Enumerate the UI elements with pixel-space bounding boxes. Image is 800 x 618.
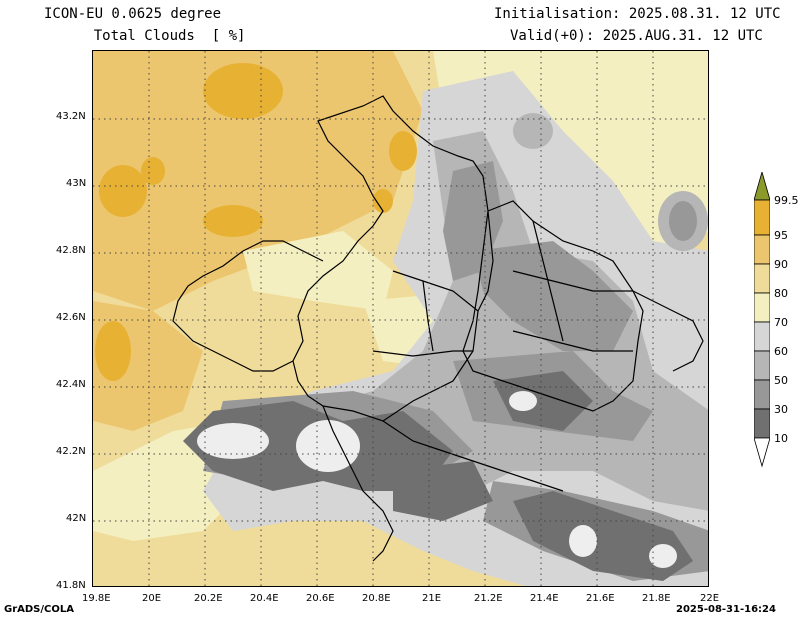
district-line-e <box>532 220 564 342</box>
colorbar-box-90 <box>754 234 770 265</box>
field-patch-90-nw <box>93 51 423 311</box>
x-tick-label: 22E <box>700 593 720 604</box>
colorbar-label: 30 <box>774 403 788 416</box>
region-border-west <box>292 95 494 422</box>
colorbar-label: 50 <box>774 374 788 387</box>
y-tick-label: 42N <box>66 513 87 524</box>
field-patch-95-e <box>141 157 165 185</box>
colorbar-label: 60 <box>774 345 788 358</box>
y-tick-label: 41.8N <box>56 580 86 591</box>
colorbar-box-80 <box>754 263 770 294</box>
y-tick-label: 42.4N <box>56 379 86 390</box>
x-tick-label: 20E <box>142 593 162 604</box>
graticule <box>93 51 708 586</box>
x-tick-label: 21.4E <box>530 593 559 604</box>
field-patch-95-b <box>99 165 147 217</box>
district-line-a <box>392 270 479 312</box>
x-tick-label: 20.4E <box>250 593 279 604</box>
district-line-d <box>512 330 633 352</box>
field-dark-c <box>393 461 493 521</box>
field-patch-95-g <box>373 189 393 213</box>
field-patch-95-a <box>203 63 283 119</box>
field-clear-c <box>509 391 537 411</box>
field-patch-95-d <box>95 321 131 381</box>
field-patch-70-mid <box>243 231 393 311</box>
footer-timestamp: 2025-08-31-16:24 <box>676 604 776 615</box>
colorbar-top-arrow <box>754 172 770 201</box>
x-tick-label: 19.8E <box>82 593 111 604</box>
cloud-cover-map <box>92 50 709 587</box>
region-border-south-a <box>322 405 394 562</box>
footer-credit: GrADS/COLA <box>4 604 74 615</box>
y-tick-label: 42.2N <box>56 446 86 457</box>
region-border-montenegro <box>172 240 324 372</box>
valid-time: Valid(+0): 2025.AUG.31. 12 UTC <box>510 28 763 44</box>
colorbar-box-70 <box>754 292 770 323</box>
x-tick-label: 21E <box>422 593 442 604</box>
field-grey-50-n <box>513 113 553 149</box>
colorbar-label: 95 <box>774 229 788 242</box>
x-tick-label: 21.8E <box>642 593 671 604</box>
y-tick-label: 42.8N <box>56 245 86 256</box>
field-grey-30-f <box>669 201 697 241</box>
y-tick-label: 43.2N <box>56 111 86 122</box>
x-tick-label: 20.6E <box>306 593 335 604</box>
field-grey-30-b <box>473 241 633 351</box>
region-border-northeast <box>632 290 704 372</box>
y-tick-label: 43N <box>66 178 87 189</box>
field-patch-95-c <box>203 205 263 237</box>
boundary-lines <box>172 95 704 562</box>
colorbar-label: 70 <box>774 316 788 329</box>
region-border-south-b <box>382 420 564 492</box>
field-clear-a <box>197 423 269 459</box>
x-tick-label: 21.6E <box>586 593 615 604</box>
field-patch-95-f <box>389 131 417 171</box>
map-field-svg <box>93 51 708 586</box>
colorbar-box-95 <box>754 199 770 236</box>
field-clear-e <box>649 544 677 568</box>
colorbar <box>754 172 770 468</box>
colorbar-label: 90 <box>774 258 788 271</box>
x-tick-label: 20.2E <box>194 593 223 604</box>
x-tick-label: 21.2E <box>474 593 503 604</box>
district-line-c <box>512 270 633 292</box>
colorbar-box-30 <box>754 379 770 410</box>
colorbar-label: 80 <box>774 287 788 300</box>
colorbar-bottom-arrow <box>754 437 770 468</box>
field-dark-d <box>513 491 693 581</box>
field-clear-d <box>569 525 597 557</box>
y-tick-label: 42.6N <box>56 312 86 323</box>
model-title: ICON-EU 0.0625 degree <box>44 6 222 22</box>
colorbar-label: 10 <box>774 432 788 445</box>
colorbar-box-10 <box>754 408 770 439</box>
field-clear-b <box>296 420 360 472</box>
colorbar-box-50 <box>754 350 770 381</box>
initialisation-time: Initialisation: 2025.08.31. 12 UTC <box>494 6 781 22</box>
district-line-f <box>422 280 434 352</box>
region-border-east <box>462 200 644 412</box>
colorbar-box-60 <box>754 321 770 352</box>
variable-title: Total Clouds [ %] <box>60 28 246 44</box>
district-line-b <box>372 350 473 357</box>
x-tick-label: 20.8E <box>362 593 391 604</box>
colorbar-label: 99.5 <box>774 194 799 207</box>
